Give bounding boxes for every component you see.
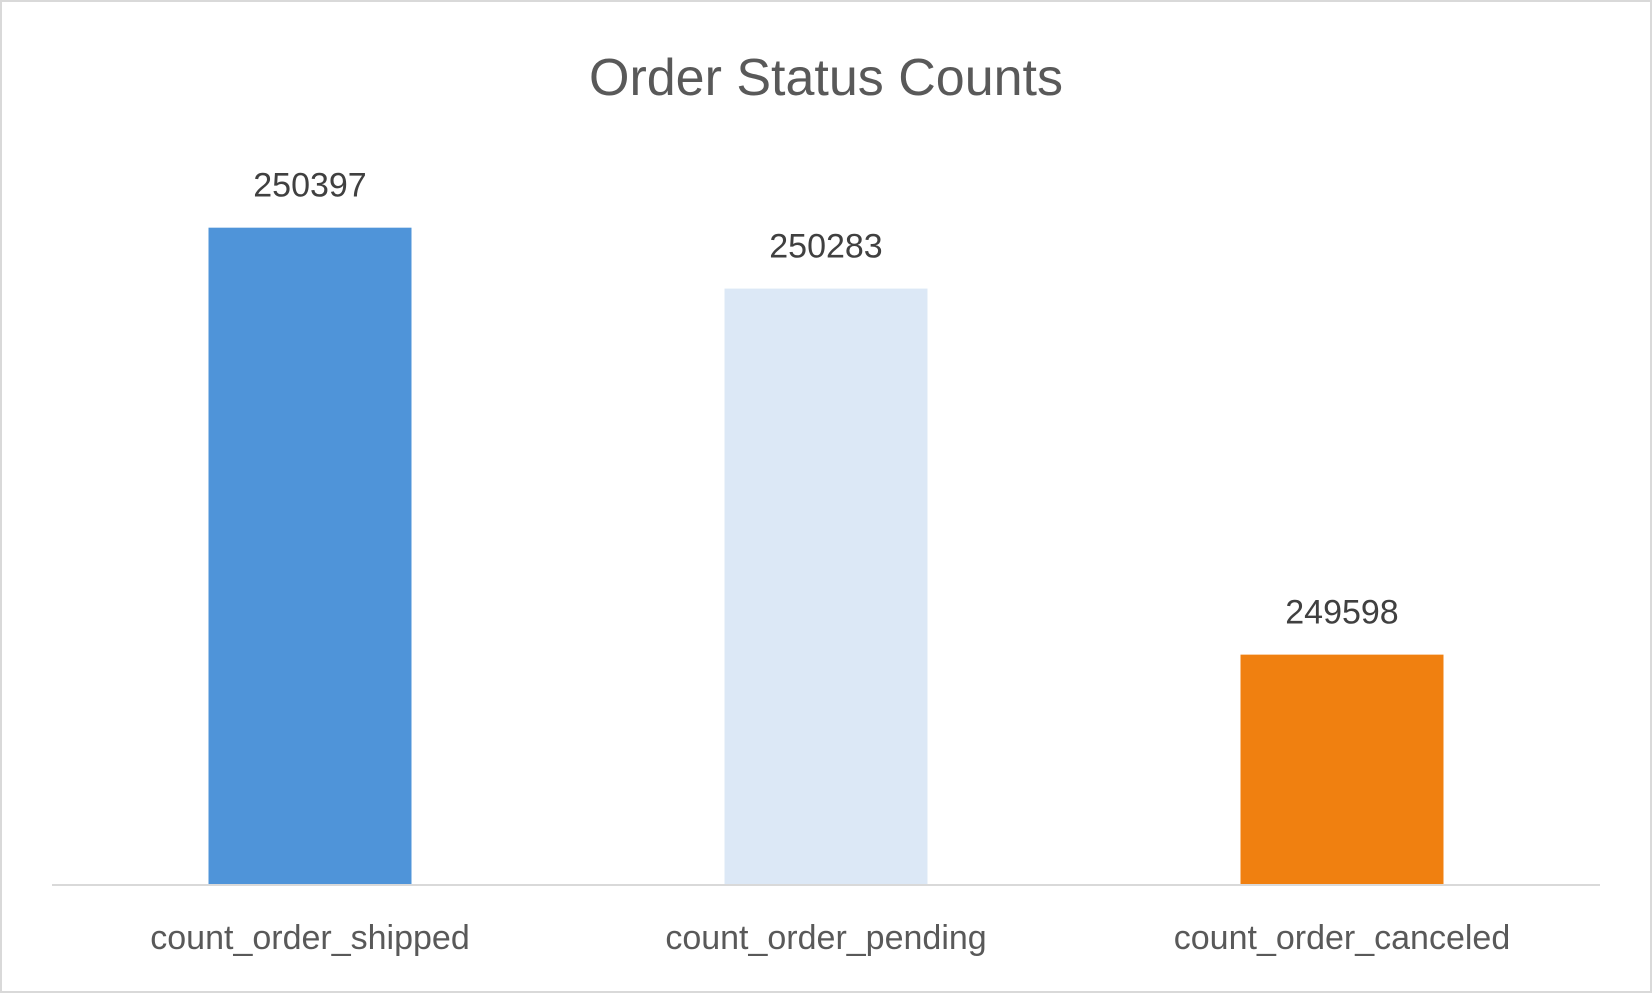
data-label: 250283 bbox=[769, 228, 882, 266]
data-label: 250397 bbox=[253, 167, 366, 205]
category-labels-group: count_order_shipped count_order_pending co… bbox=[150, 919, 1510, 957]
category-label: count_order_shipped bbox=[150, 919, 469, 957]
chart-title: Order Status Counts bbox=[589, 49, 1063, 107]
bar-count-order-pending bbox=[722, 286, 930, 887]
category-label: count_order_pending bbox=[665, 919, 986, 957]
bar-count-order-shipped bbox=[206, 225, 414, 886]
category-label: count_order_canceled bbox=[1174, 919, 1510, 957]
bar-count-order-canceled bbox=[1238, 652, 1446, 887]
bars-group bbox=[206, 225, 1446, 887]
data-labels-group: 250397 250283 249598 bbox=[253, 167, 1398, 632]
data-label: 249598 bbox=[1285, 594, 1398, 632]
